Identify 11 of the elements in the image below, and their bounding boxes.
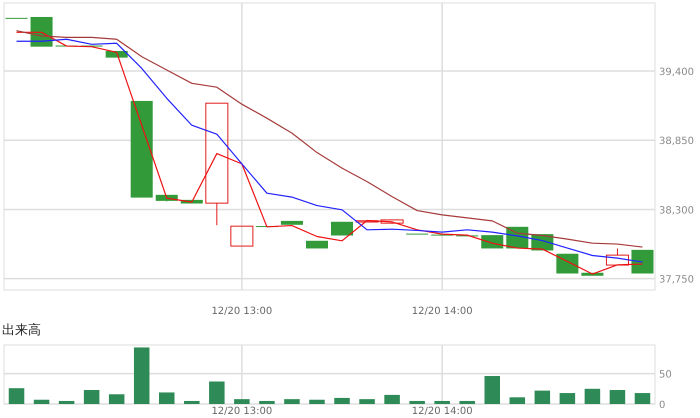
y-tick-label: 38,850 <box>659 136 694 148</box>
x-tick-label: 12/20 13:00 <box>211 306 272 317</box>
y-tick-label: 37,750 <box>659 274 694 286</box>
chart-title: 出来高 <box>2 322 41 338</box>
x-tick-label: 12/20 14:00 <box>412 306 473 317</box>
x-tick-label: 12/20 14:00 <box>412 406 473 417</box>
y-tick-label: 39,400 <box>659 66 694 78</box>
y-tick-label: 38,300 <box>659 205 694 216</box>
y-tick-label: 50 <box>659 370 672 381</box>
y-tick-label: 0 <box>659 400 666 411</box>
x-tick-label: 12/20 13:00 <box>211 406 272 417</box>
